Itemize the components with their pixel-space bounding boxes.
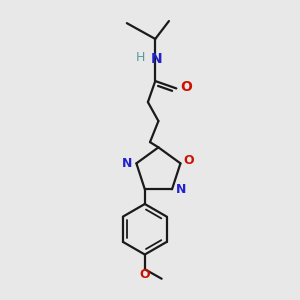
Text: N: N	[176, 183, 187, 196]
Text: O: O	[180, 80, 192, 94]
Text: N: N	[151, 52, 162, 66]
Text: N: N	[122, 157, 132, 170]
Text: O: O	[140, 268, 150, 281]
Text: H: H	[136, 51, 145, 64]
Text: O: O	[184, 154, 194, 167]
